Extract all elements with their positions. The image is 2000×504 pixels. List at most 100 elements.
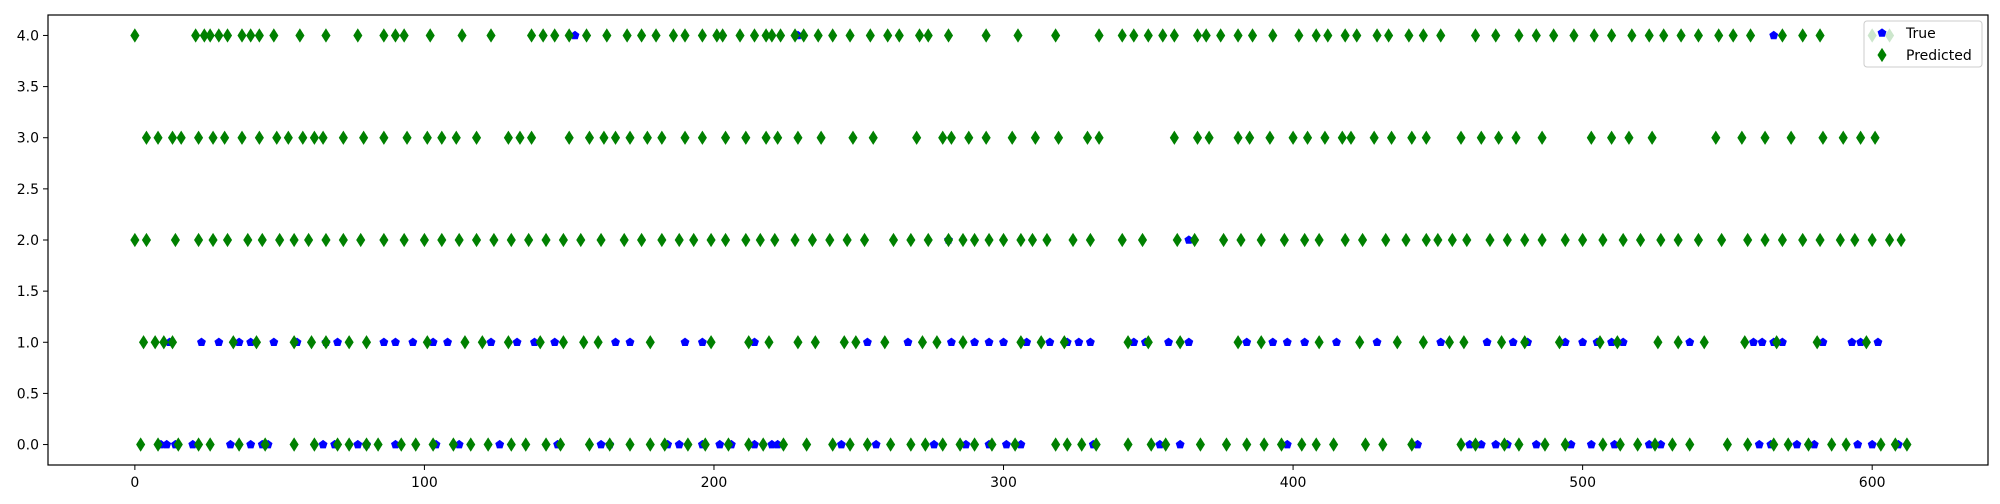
- data-point: [538, 28, 548, 43]
- data-point: [1143, 28, 1153, 43]
- data-point: [254, 28, 264, 43]
- data-point: [254, 130, 264, 145]
- data-point: [1815, 232, 1825, 248]
- data-point: [379, 232, 389, 248]
- data-point: [197, 337, 206, 347]
- data-point: [541, 437, 551, 452]
- data-point: [344, 437, 354, 452]
- data-point: [1190, 232, 1200, 248]
- data-point: [946, 337, 956, 347]
- data-point: [1360, 437, 1371, 452]
- data-point: [865, 28, 875, 43]
- data-point: [776, 28, 786, 43]
- data-point: [1314, 232, 1324, 248]
- data-point: [1740, 335, 1750, 350]
- data-point: [1659, 28, 1669, 43]
- data-point: [361, 437, 372, 452]
- data-point: [998, 232, 1009, 248]
- data-point: [506, 232, 516, 248]
- data-point: [1216, 28, 1226, 43]
- data-point: [984, 337, 994, 347]
- data-point: [1760, 130, 1770, 145]
- data-point: [1598, 437, 1608, 452]
- data-point: [269, 337, 279, 347]
- data-point: [1633, 437, 1643, 452]
- legend-marker: [1877, 28, 1887, 37]
- data-point: [1323, 28, 1333, 43]
- data-point: [1757, 337, 1767, 347]
- data-point: [332, 437, 343, 452]
- data-point: [1786, 130, 1796, 145]
- data-point: [715, 439, 725, 449]
- data-point: [723, 437, 734, 452]
- data-point: [1540, 437, 1550, 452]
- data-point: [700, 437, 710, 452]
- axes: 0 100 200 300 400 500 600 0.0 0.5 1.0 1.5 2.0 2.5 3.0…: [17, 14, 1989, 491]
- data-point: [622, 28, 632, 43]
- data-point: [1404, 28, 1414, 43]
- data-point: [448, 437, 458, 452]
- data-point: [767, 28, 777, 43]
- data-point: [1059, 335, 1069, 350]
- data-point: [1300, 337, 1310, 347]
- data-point: [361, 335, 372, 350]
- data-point: [1137, 232, 1148, 248]
- data-point: [1456, 130, 1466, 145]
- data-point: [1378, 437, 1388, 452]
- data-point: [625, 337, 635, 347]
- data-point: [584, 437, 595, 452]
- data-point: [981, 28, 991, 43]
- data-point: [1685, 437, 1695, 452]
- data-point: [486, 28, 496, 43]
- data-point: [903, 337, 913, 347]
- data-point: [1612, 335, 1622, 350]
- data-point: [1685, 337, 1695, 347]
- data-point: [512, 337, 522, 347]
- data-point: [680, 130, 690, 145]
- data-point: [1175, 439, 1185, 449]
- data-point: [1146, 437, 1156, 452]
- data-point: [1302, 130, 1313, 145]
- data-point: [428, 437, 438, 452]
- data-point: [1520, 335, 1530, 350]
- legend: True Predicted: [1863, 20, 1983, 68]
- data-point: [1421, 130, 1431, 145]
- data-point: [141, 130, 152, 145]
- data-point: [1184, 337, 1194, 347]
- data-point: [625, 437, 635, 452]
- data-point: [457, 28, 467, 43]
- data-point: [1627, 28, 1637, 43]
- data-point: [333, 337, 342, 347]
- data-point: [318, 439, 328, 449]
- data-point: [1850, 232, 1860, 248]
- data-point: [886, 437, 896, 452]
- data-point: [1884, 232, 1895, 248]
- data-point: [289, 232, 299, 248]
- data-point: [987, 437, 997, 452]
- data-point: [1502, 232, 1512, 248]
- data-point: [1746, 28, 1756, 43]
- data-point: [758, 437, 768, 452]
- data-point: [859, 232, 870, 248]
- data-point: [379, 28, 389, 43]
- data-marks: [130, 28, 1912, 452]
- data-point: [1560, 437, 1570, 452]
- data-point: [906, 232, 916, 248]
- data-point: [1485, 232, 1495, 248]
- data-point: [309, 437, 319, 452]
- data-point: [150, 335, 160, 350]
- data-point: [1650, 437, 1660, 452]
- data-point: [1760, 232, 1770, 248]
- data-point: [674, 439, 684, 449]
- data-point: [1077, 437, 1087, 452]
- data-point: [1827, 437, 1837, 452]
- data-point: [1158, 28, 1168, 43]
- y-tick-label: 1.5: [17, 284, 39, 300]
- data-point: [1514, 28, 1524, 43]
- data-point: [1001, 439, 1011, 449]
- data-point: [1042, 232, 1052, 248]
- data-point: [880, 335, 890, 350]
- data-point: [471, 130, 482, 145]
